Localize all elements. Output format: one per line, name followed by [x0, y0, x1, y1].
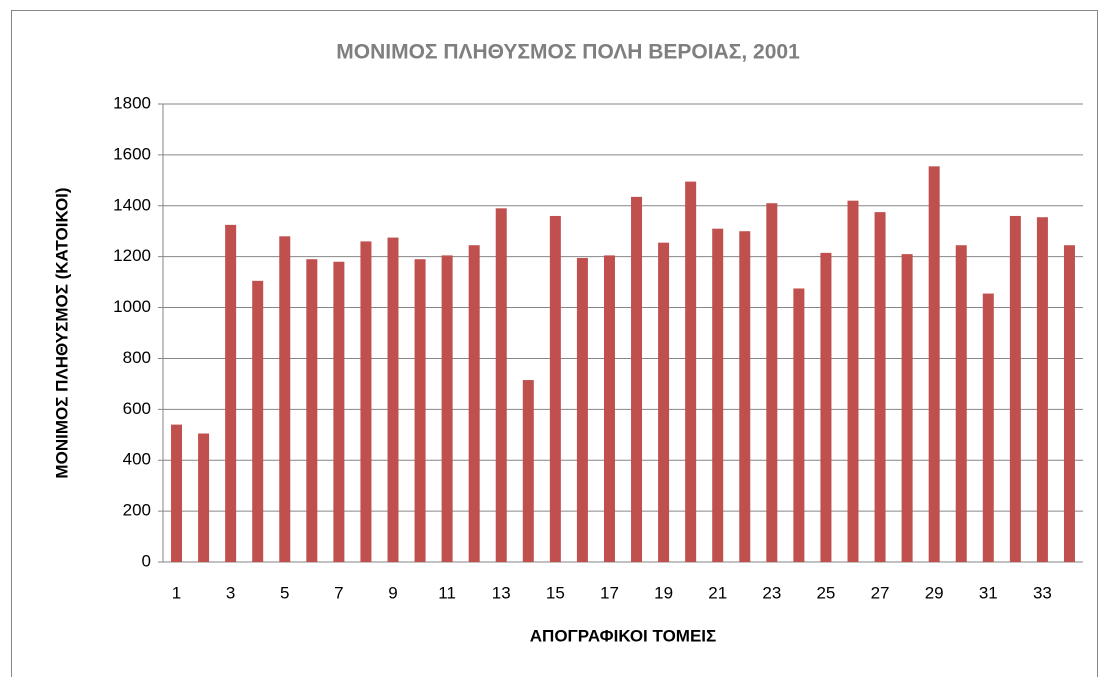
- bar: [766, 203, 778, 562]
- bar: [847, 200, 859, 562]
- bar: [333, 261, 345, 562]
- y-tick-label: 1000: [113, 297, 151, 316]
- x-tick-label: 31: [979, 583, 998, 602]
- y-tick-label: 1600: [113, 144, 151, 163]
- x-tick-label: 13: [492, 583, 511, 602]
- bar: [1009, 215, 1021, 562]
- y-tick-label: 800: [123, 348, 151, 367]
- y-tick-label: 1400: [113, 195, 151, 214]
- x-tick-label: 27: [871, 583, 890, 602]
- x-tick-label: 23: [762, 583, 781, 602]
- bar: [685, 181, 697, 562]
- x-tick-label: 21: [708, 583, 727, 602]
- bar: [603, 255, 615, 562]
- bar: [225, 224, 237, 562]
- x-tick-label: 19: [654, 583, 673, 602]
- bar: [252, 280, 264, 562]
- bar: [468, 245, 480, 562]
- y-axis-label: ΜΟΝΙΜΟΣ ΠΛΗΘΥΣΜΟΣ (ΚΑΤΟΙΚΟΙ): [52, 187, 71, 478]
- x-tick-label: 5: [280, 583, 289, 602]
- y-tick-label: 400: [123, 450, 151, 469]
- bar: [495, 208, 507, 563]
- bar: [198, 433, 210, 562]
- y-tick-label: 1800: [113, 93, 151, 112]
- bar: [928, 166, 940, 563]
- bar: [1063, 245, 1075, 562]
- x-tick-label: 29: [925, 583, 944, 602]
- x-tick-label: 11: [438, 583, 456, 602]
- bar: [631, 196, 643, 562]
- bar: [739, 231, 751, 562]
- bar: [306, 259, 318, 562]
- x-tick-label: 3: [226, 583, 235, 602]
- y-tick-label: 200: [123, 501, 151, 520]
- bar: [549, 215, 561, 562]
- bar: [1036, 217, 1048, 562]
- x-tick-label: 1: [172, 583, 181, 602]
- bar: [360, 241, 372, 562]
- y-tick-label: 600: [123, 399, 151, 418]
- bar: [387, 237, 399, 563]
- x-tick-label: 25: [816, 583, 835, 602]
- bar: [171, 424, 183, 562]
- bar: [820, 252, 832, 562]
- bar: [793, 288, 805, 562]
- bar: [982, 293, 994, 562]
- x-tick-label: 15: [546, 583, 565, 602]
- y-tick-label: 1200: [113, 246, 151, 265]
- x-tick-label: 33: [1033, 583, 1052, 602]
- chart-title: ΜΟΝΙΜΟΣ ΠΛΗΘΥΣΜΟΣ ΠΟΛΗ ΒΕΡΟΙΑΣ, 2001: [336, 41, 800, 64]
- bar: [279, 236, 291, 563]
- x-tick-label: 7: [334, 583, 343, 602]
- bar: [522, 380, 534, 562]
- bar: [712, 228, 724, 562]
- bar: [874, 212, 886, 562]
- bar: [901, 254, 913, 562]
- bar: [441, 255, 453, 562]
- bar: [414, 259, 426, 562]
- x-tick-label: 9: [388, 583, 397, 602]
- x-tick-label: 17: [600, 583, 619, 602]
- bar: [576, 257, 588, 562]
- y-tick-label: 0: [142, 551, 151, 570]
- bar: [658, 242, 670, 562]
- bar: [955, 245, 967, 562]
- x-axis-label: ΑΠΟΓΡΑΦΙΚΟΙ ΤΟΜΕΙΣ: [530, 626, 716, 645]
